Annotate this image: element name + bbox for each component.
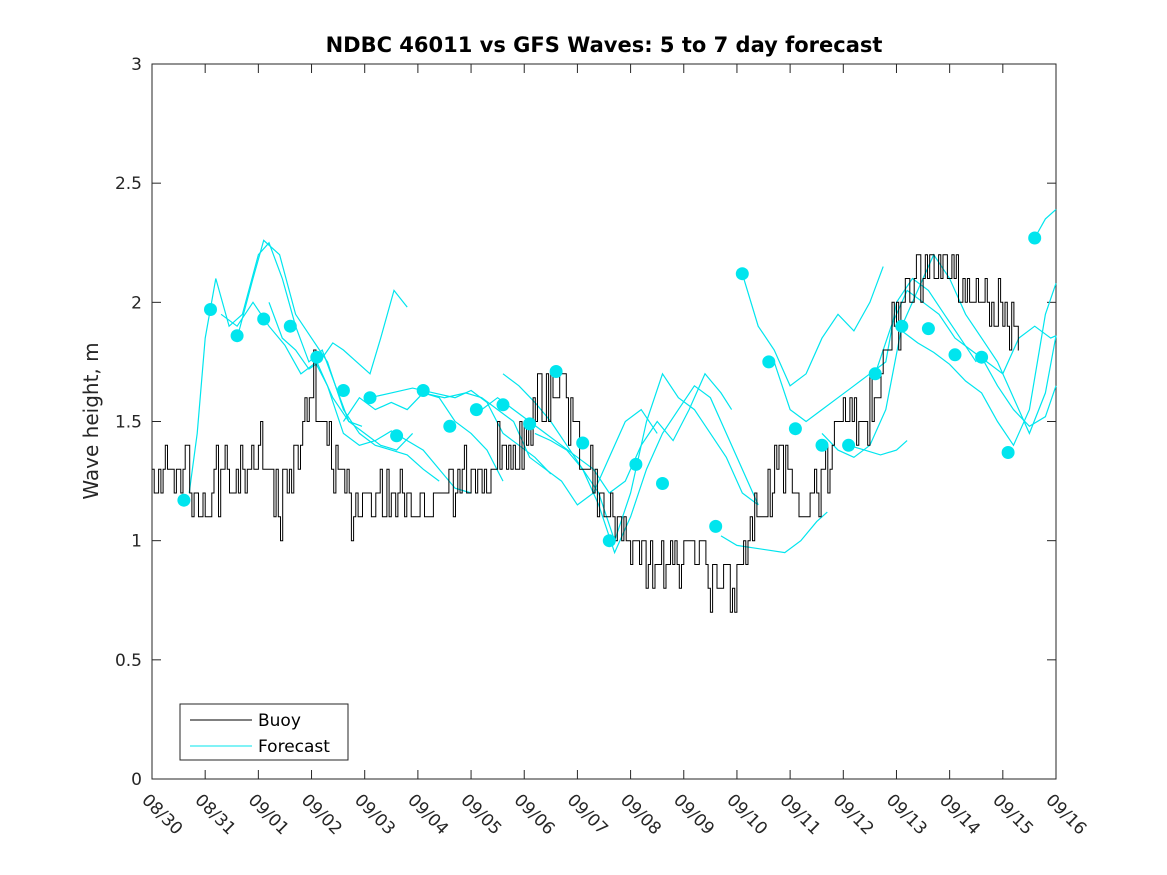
y-tick-label: 1 <box>131 532 142 552</box>
forecast-series-line <box>981 356 1057 428</box>
forecast-dot <box>602 534 616 548</box>
forecast-dot <box>496 398 510 412</box>
legend-box <box>179 703 349 761</box>
forecast-series-line <box>720 511 828 554</box>
chart-title: NDBC 46011 vs GFS Waves: 5 to 7 day fore… <box>326 33 883 57</box>
forecast-dot <box>416 384 430 397</box>
forecast-dot <box>948 348 962 362</box>
forecast-dot <box>709 519 723 533</box>
legend-forecast-label: Forecast <box>258 737 330 757</box>
forecast-series-line <box>310 354 472 494</box>
forecast-series-line <box>848 440 908 456</box>
legend: Buoy Forecast <box>179 703 349 761</box>
y-axis: 0 0.5 1 1.5 2 2.5 3 <box>115 55 1056 790</box>
forecast-dot <box>283 319 297 333</box>
forecast-dot <box>469 403 483 417</box>
y-axis-label: Wave height, m <box>79 342 103 499</box>
forecast-series-line <box>821 253 1057 458</box>
forecast-dot <box>656 477 669 490</box>
plot-area: 00.511.522.53 08/30 08/31 09/01 09/02 09/03 0… <box>115 55 1090 839</box>
forecast-dot <box>788 422 802 436</box>
forecast-dot <box>842 438 856 452</box>
y-tick-label: 2.5 <box>115 174 142 194</box>
plot-frame <box>151 63 1057 780</box>
forecast-dot <box>443 419 457 433</box>
forecast-dot <box>629 457 643 471</box>
forecast-dot <box>523 417 537 431</box>
forecast-series-line <box>741 266 884 387</box>
forecast-dot <box>1001 446 1015 459</box>
forecast-series-line <box>1034 208 1057 239</box>
forecast-dot <box>815 438 829 452</box>
forecast-dot <box>975 350 989 364</box>
forecast-dot <box>177 493 191 507</box>
forecast-dot <box>310 350 324 364</box>
forecast-dot <box>735 267 749 281</box>
forecast-dot <box>549 365 563 378</box>
y-tick-label: 3 <box>131 55 142 75</box>
forecast-dot <box>576 436 590 450</box>
y-tick-label: 0.5 <box>115 651 142 671</box>
forecast-dots <box>177 231 1042 548</box>
forecast-series-line <box>481 372 733 494</box>
forecast-series-line <box>901 283 1057 447</box>
buoy-series-line <box>152 254 1019 613</box>
forecast-series-line <box>502 373 759 555</box>
y-tick-label: 1.5 <box>115 413 142 433</box>
forecast-series-line <box>773 277 977 423</box>
forecast-series-line <box>236 239 440 482</box>
forecast-series-line <box>534 372 759 543</box>
forecast-dot <box>257 312 271 326</box>
forecast-dot <box>1028 231 1042 245</box>
y-tick-label: 0 <box>131 770 142 790</box>
forecast-dot <box>363 391 377 405</box>
forecast-dot <box>921 322 935 336</box>
forecast-series-line <box>268 289 408 375</box>
y-tick-label: 2 <box>131 293 142 313</box>
forecast-dot <box>336 384 350 397</box>
forecast-series-line <box>874 289 1057 375</box>
forecast-dot <box>895 319 909 333</box>
forecast-dot <box>390 429 404 443</box>
legend-buoy-label: Buoy <box>258 711 301 731</box>
forecast-dot <box>762 355 776 369</box>
forecast-dot <box>230 329 244 343</box>
forecast-dot <box>204 303 217 316</box>
forecast-series-line <box>423 392 658 506</box>
forecast-dot <box>868 367 882 381</box>
